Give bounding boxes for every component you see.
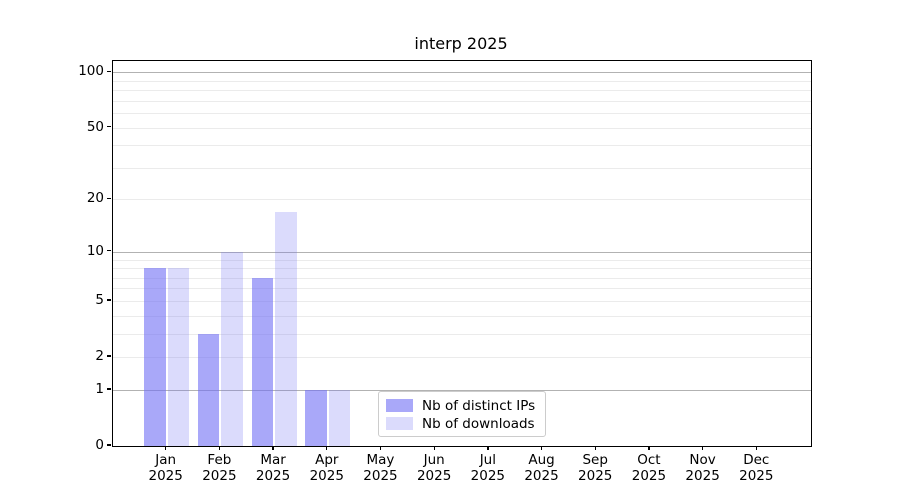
x-tick-sep <box>594 446 596 451</box>
gridline-minor-30 <box>113 167 811 169</box>
x-tick-may <box>379 446 382 451</box>
x-tick-label-may: May 2025 <box>363 452 398 484</box>
x-tick-label-apr: Apr 2025 <box>309 452 344 484</box>
x-tick-label-aug: Aug 2025 <box>524 452 559 484</box>
y-tick-50 <box>107 125 111 128</box>
x-tick-label-mar: Mar 2025 <box>255 452 291 484</box>
gridline-major-10 <box>113 251 811 253</box>
gridline-minor-40 <box>113 145 811 147</box>
x-tick-label-feb: Feb 2025 <box>202 452 237 484</box>
bar-downloads-apr <box>328 389 351 446</box>
bar-ips-jan <box>144 268 166 446</box>
legend: Nb of distinct IPs Nb of downloads <box>378 391 546 437</box>
gridline-minor-3 <box>113 333 811 335</box>
y-tick-label-100: 100 <box>78 63 104 80</box>
y-tick-20 <box>107 197 111 200</box>
y-tick-label-5: 5 <box>95 291 104 308</box>
x-tick-nov <box>702 446 704 451</box>
gridline-minor-4 <box>113 315 811 317</box>
plot-area <box>112 60 812 447</box>
legend-item-downloads: Nb of downloads <box>386 415 539 432</box>
y-tick-label-50: 50 <box>86 118 104 135</box>
x-tick-dec <box>755 446 757 451</box>
x-tick-oct <box>648 446 650 451</box>
gridline-minor-6 <box>113 288 811 290</box>
x-tick-feb <box>218 446 221 451</box>
legend-label-downloads: Nb of downloads <box>422 415 535 432</box>
gridline-minor-5 <box>113 300 811 302</box>
x-tick-jun <box>433 446 435 451</box>
gridline-minor-50 <box>113 127 811 129</box>
y-tick-label-0: 0 <box>95 437 104 453</box>
gridline-minor-80 <box>113 90 811 92</box>
y-tick-label-20: 20 <box>86 190 104 207</box>
y-tick-1 <box>107 388 111 390</box>
gridline-major-100 <box>113 72 811 74</box>
x-tick-apr <box>326 446 328 451</box>
bar-ips-mar <box>251 277 274 446</box>
y-tick-label-2: 2 <box>95 348 104 365</box>
y-tick-label-1: 1 <box>95 380 104 397</box>
x-tick-label-jul: Jul 2025 <box>470 452 506 484</box>
x-tick-aug <box>540 446 543 451</box>
x-tick-jan <box>165 446 167 451</box>
x-tick-label-jun: Jun 2025 <box>416 452 452 484</box>
x-tick-label-dec: Dec 2025 <box>739 452 774 484</box>
y-tick-label-10: 10 <box>86 242 104 259</box>
legend-swatch-ips <box>386 399 413 412</box>
gridline-minor-20 <box>113 199 811 201</box>
gridline-minor-70 <box>113 100 811 102</box>
y-tick-0 <box>107 444 111 446</box>
gridline-minor-8 <box>113 268 811 270</box>
y-tick-2 <box>107 355 111 357</box>
bar-downloads-feb <box>221 251 243 446</box>
bar-downloads-jan <box>167 268 190 446</box>
x-tick-jul <box>487 446 489 451</box>
x-tick-label-nov: Nov 2025 <box>685 452 720 484</box>
y-tick-10 <box>107 250 111 252</box>
legend-swatch-downloads <box>386 417 413 430</box>
gridline-minor-60 <box>113 113 811 115</box>
gridline-minor-90 <box>113 80 811 82</box>
legend-label-ips: Nb of distinct IPs <box>422 397 536 414</box>
bar-ips-feb <box>197 333 220 446</box>
gridline-major-1 <box>113 389 811 391</box>
x-tick-label-sep: Sep 2025 <box>578 452 613 484</box>
bar-downloads-mar <box>275 211 297 446</box>
legend-item-ips: Nb of distinct IPs <box>386 397 539 414</box>
y-tick-100 <box>107 70 111 72</box>
y-tick-5 <box>107 299 111 301</box>
gridline-minor-7 <box>113 277 811 279</box>
x-tick-label-jan: Jan 2025 <box>148 452 183 484</box>
bar-ips-apr <box>305 389 327 446</box>
chart-title: interp 2025 <box>414 34 508 53</box>
x-tick-label-oct: Oct 2025 <box>631 452 667 484</box>
gridline-minor-9 <box>113 259 811 261</box>
x-tick-mar <box>272 446 274 451</box>
gridline-minor-2 <box>113 357 811 359</box>
